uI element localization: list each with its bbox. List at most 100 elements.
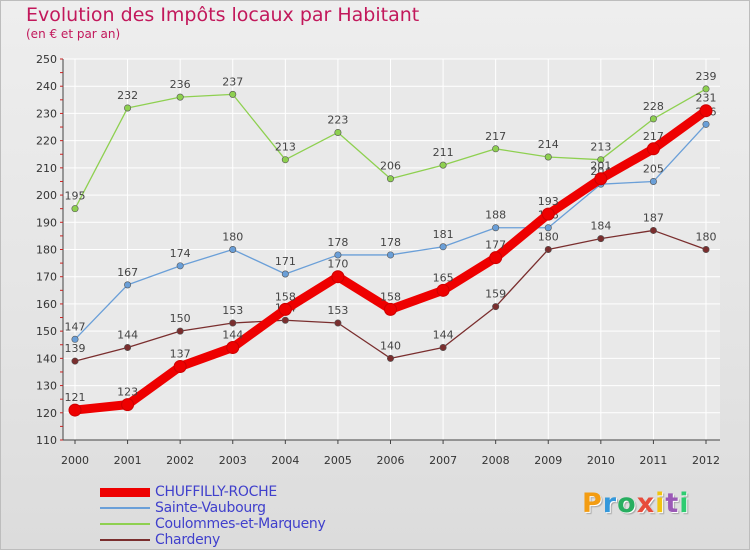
data-point [124, 105, 130, 111]
legend-label: CHUFFILLY-ROCHE [155, 484, 277, 500]
legend-swatch [100, 523, 150, 525]
data-point [703, 121, 709, 127]
data-label: 217 [643, 130, 664, 143]
data-point [387, 176, 393, 182]
data-point [279, 303, 291, 315]
data-label: 213 [275, 141, 296, 154]
data-point [177, 94, 183, 100]
data-label: 153 [327, 304, 348, 317]
data-point [282, 271, 288, 277]
data-label: 177 [485, 239, 506, 252]
y-tick-label: 180 [36, 244, 57, 257]
x-tick-label: 2007 [429, 454, 457, 467]
data-point [650, 178, 656, 184]
data-point [700, 105, 712, 117]
logo-letter: i [679, 488, 689, 519]
data-label: 214 [538, 138, 559, 151]
data-label: 140 [380, 339, 401, 352]
data-point [72, 358, 78, 364]
y-tick-label: 200 [36, 189, 57, 202]
data-label: 147 [65, 320, 86, 333]
data-label: 205 [643, 162, 664, 175]
legend-label: Coulommes-et-Marqueny [155, 516, 325, 532]
data-point [282, 156, 288, 162]
data-point [647, 143, 659, 155]
data-point [230, 246, 236, 252]
data-point [387, 252, 393, 258]
data-point [335, 320, 341, 326]
data-point [124, 282, 130, 288]
data-label: 144 [433, 328, 454, 341]
data-point [282, 317, 288, 323]
data-point [545, 154, 551, 160]
data-label: 159 [485, 288, 506, 301]
legend-swatch [100, 488, 150, 497]
x-tick-label: 2005 [324, 454, 352, 467]
data-label: 188 [485, 209, 506, 222]
data-label: 180 [222, 231, 243, 244]
data-label: 231 [696, 92, 717, 105]
x-tick-label: 2004 [271, 454, 299, 467]
data-label: 180 [696, 231, 717, 244]
data-label: 217 [485, 130, 506, 143]
data-label: 184 [590, 220, 611, 233]
data-point [387, 355, 393, 361]
data-label: 174 [170, 247, 191, 260]
y-tick-label: 160 [36, 298, 57, 311]
data-label: 193 [538, 195, 559, 208]
proxiti-logo: Proxiti [582, 488, 690, 519]
y-tick-label: 240 [36, 80, 57, 93]
y-tick-label: 220 [36, 135, 57, 148]
logo-letter: P [582, 488, 603, 519]
data-label: 180 [538, 231, 559, 244]
data-label: 170 [327, 258, 348, 271]
legend-swatch [100, 507, 150, 509]
data-point [385, 303, 397, 315]
data-point [492, 146, 498, 152]
x-tick-label: 2008 [482, 454, 510, 467]
x-tick-label: 2003 [219, 454, 247, 467]
data-label: 137 [170, 348, 191, 361]
data-point [177, 328, 183, 334]
line-chart: 1101201301401501601701801902002102202302… [0, 0, 750, 550]
data-point [437, 284, 449, 296]
data-label: 201 [590, 160, 611, 173]
data-point [598, 235, 604, 241]
data-point [335, 129, 341, 135]
x-tick-label: 2011 [639, 454, 667, 467]
logo-letter: x [637, 488, 655, 519]
legend-label: Sainte-Vaubourg [155, 500, 266, 516]
data-label: 139 [65, 342, 86, 355]
data-label: 237 [222, 75, 243, 88]
logo-letter: t [665, 488, 679, 519]
data-point [650, 227, 656, 233]
legend-swatch [100, 539, 150, 541]
data-label: 195 [65, 190, 86, 203]
data-point [490, 252, 502, 264]
data-label: 236 [170, 78, 191, 91]
y-tick-label: 110 [36, 434, 57, 447]
logo-letter: o [617, 488, 637, 519]
y-tick-label: 130 [36, 380, 57, 393]
data-point [230, 91, 236, 97]
data-point [72, 205, 78, 211]
x-tick-label: 2001 [114, 454, 142, 467]
data-point [440, 244, 446, 250]
data-label: 178 [380, 236, 401, 249]
data-label: 158 [380, 290, 401, 303]
x-tick-label: 2002 [166, 454, 194, 467]
data-label: 187 [643, 211, 664, 224]
y-tick-label: 170 [36, 271, 57, 284]
data-point [124, 344, 130, 350]
data-point [177, 263, 183, 269]
y-tick-label: 230 [36, 107, 57, 120]
data-label: 223 [327, 113, 348, 126]
data-label: 153 [222, 304, 243, 317]
y-tick-label: 150 [36, 325, 57, 338]
data-label: 228 [643, 100, 664, 113]
y-tick-label: 140 [36, 352, 57, 365]
x-tick-label: 2010 [587, 454, 615, 467]
data-label: 178 [327, 236, 348, 249]
data-point [69, 404, 81, 416]
data-label: 239 [696, 70, 717, 83]
